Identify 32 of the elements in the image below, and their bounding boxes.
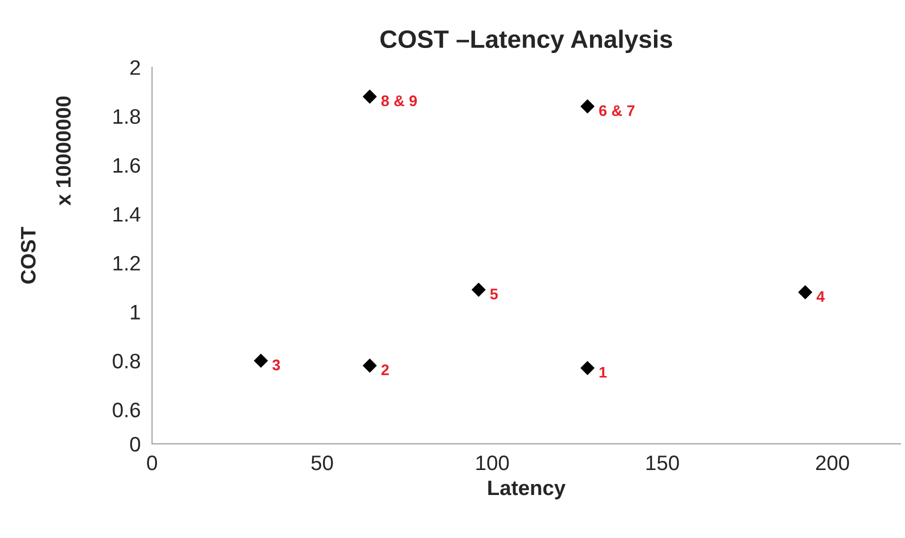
y-tick-label: 1.8 xyxy=(114,109,140,124)
y-tick-label: 1.4 xyxy=(114,207,140,222)
x-tick-label: 0 xyxy=(147,456,158,470)
y-tick-label: 1.2 xyxy=(114,256,140,270)
x-tick-label: 200 xyxy=(816,456,849,470)
y-tick-label: 1.6 xyxy=(114,158,140,173)
x-tick-label: 150 xyxy=(646,456,679,470)
chart-title: COST –Latency Analysis xyxy=(380,30,672,53)
y-axis-title: COST xyxy=(20,226,36,284)
annotation: 1 xyxy=(600,367,607,378)
point xyxy=(472,282,486,297)
x-axis-title: Latency xyxy=(488,480,566,500)
point xyxy=(580,99,594,114)
annotation: 8 & 9 xyxy=(381,95,417,106)
text: x 10000000 xyxy=(56,96,71,206)
annotation: 4 xyxy=(816,291,825,302)
x-tick-label: 50 xyxy=(311,456,333,470)
point xyxy=(362,358,377,373)
annotation: 5 xyxy=(490,288,498,300)
point xyxy=(254,354,268,368)
point xyxy=(798,285,812,300)
y-tick-label: 2 xyxy=(130,60,140,75)
annotation: 6 & 7 xyxy=(599,105,634,116)
y-tick-label: 0 xyxy=(130,436,140,452)
annotation: 2 xyxy=(381,364,389,376)
annotation: 3 xyxy=(272,360,280,370)
y-tick-label: 0.8 xyxy=(112,354,140,368)
x-tick-label: 100 xyxy=(476,456,509,470)
y-tick-label: 0.6 xyxy=(112,402,140,418)
point xyxy=(362,90,377,104)
point xyxy=(580,361,594,376)
y-tick-label: 1 xyxy=(130,305,140,320)
